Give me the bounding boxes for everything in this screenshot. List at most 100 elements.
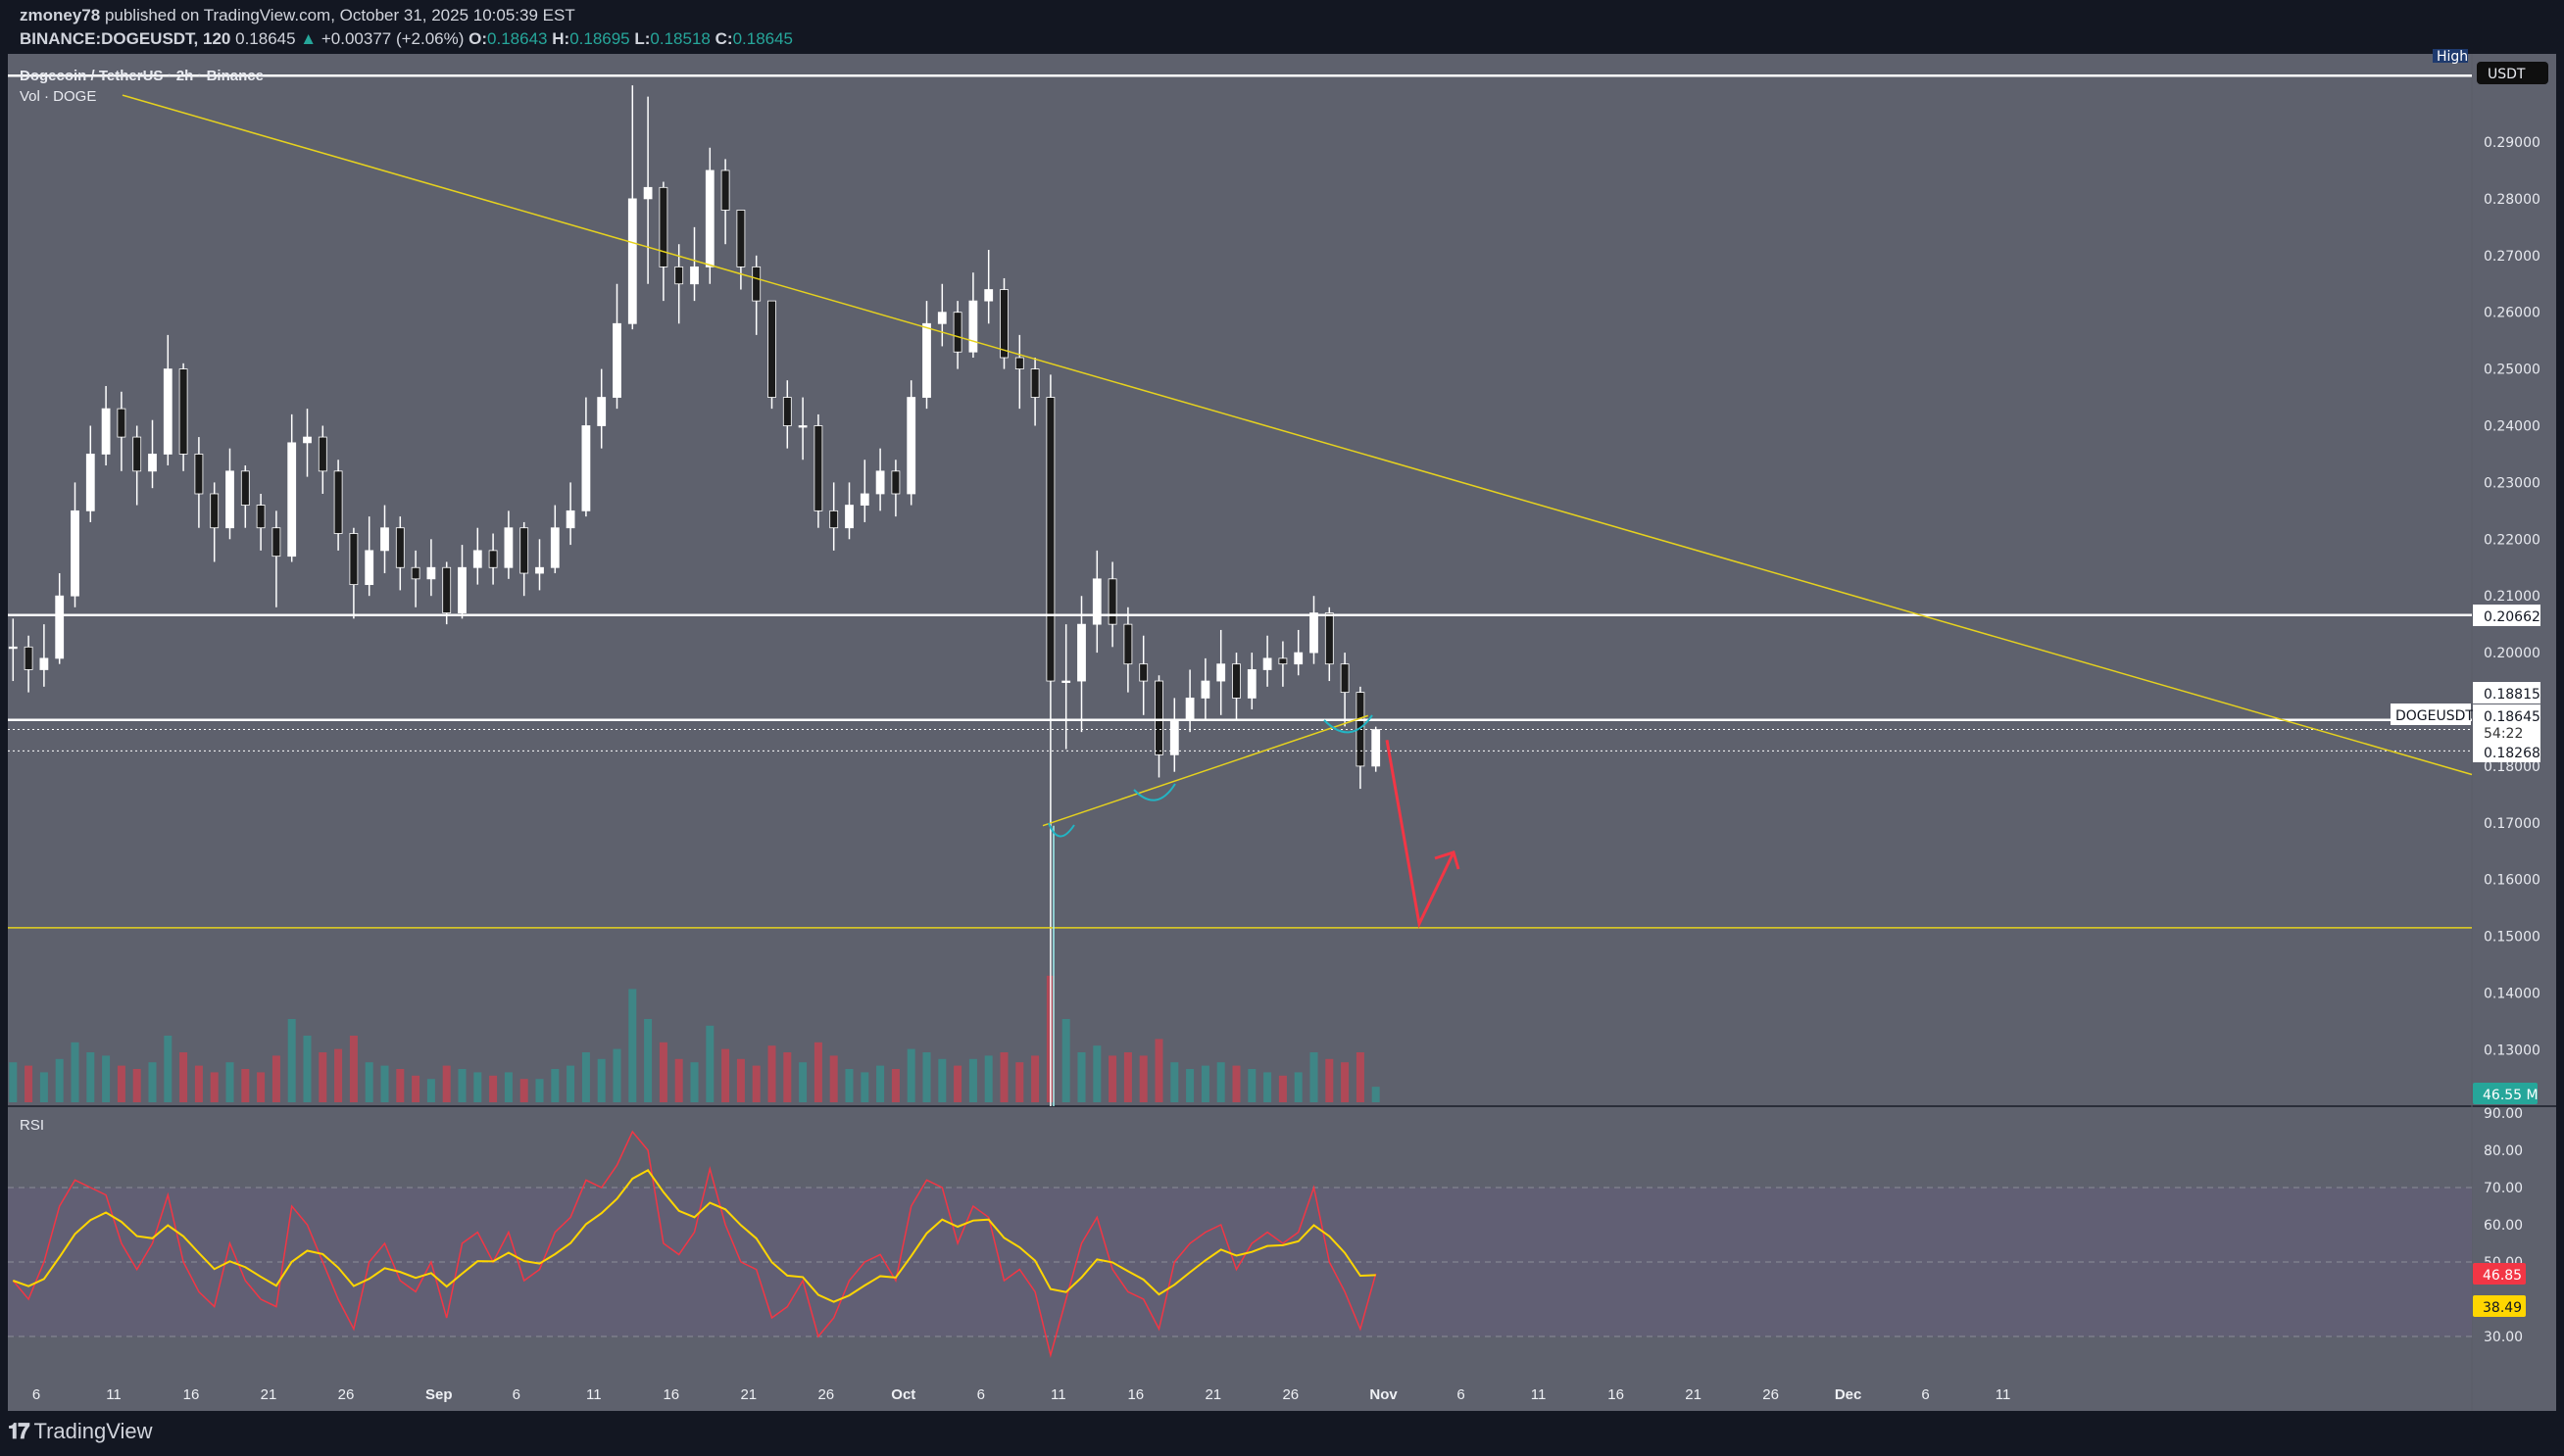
- time-tick-label: 16: [1127, 1386, 1144, 1403]
- candle-body: [720, 170, 730, 211]
- volume-bar: [1263, 1072, 1272, 1102]
- tradingview-logo[interactable]: 𝟏𝟕 TradingView: [8, 1419, 153, 1444]
- candle-body: [922, 322, 931, 398]
- drawings[interactable]: [8, 74, 2473, 1106]
- rsi-legend[interactable]: RSI: [20, 1117, 44, 1134]
- candle-body: [875, 470, 885, 495]
- volume-bar: [365, 1062, 373, 1102]
- price-axis[interactable]: 0.29000 0.28000 0.27000 0.26000 0.25000 0.240…: [2484, 135, 2540, 1345]
- chart-legend-title[interactable]: Dogecoin / TetherUS · 2h · Binance: [20, 68, 264, 84]
- time-axis[interactable]: 6 11 16 21 26 Sep 6 11 16 21 26 Oct 6 11 16 21 26 Nov 6 11 1…: [32, 1386, 2011, 1403]
- candle-body: [566, 510, 575, 529]
- volume-bar: [257, 1072, 266, 1102]
- volume-bar: [102, 1055, 111, 1102]
- ascending-trendline[interactable]: [1042, 714, 1369, 827]
- volume-tag-text: 46.55 M: [2483, 1088, 2539, 1103]
- volume-bar: [1000, 1052, 1009, 1102]
- volume-bar: [814, 1042, 822, 1102]
- price-tick-label: 0.13000: [2484, 1043, 2540, 1058]
- candle-body: [1232, 663, 1241, 699]
- close-value: 0.18645: [732, 29, 794, 48]
- time-tick-label: 6: [32, 1386, 40, 1403]
- candle-body: [210, 493, 220, 529]
- rsi-tick-label: 70.00: [2484, 1181, 2523, 1196]
- volume-bar: [938, 1058, 947, 1102]
- volume-bar: [954, 1065, 962, 1102]
- volume-bar: [1371, 1087, 1380, 1102]
- chart-pane[interactable]: [8, 54, 2556, 1411]
- candle-body: [117, 408, 126, 438]
- time-tick-label: 21: [1205, 1386, 1221, 1403]
- candle-body: [8, 646, 18, 650]
- time-tick-label: Sep: [425, 1386, 453, 1403]
- candle-body: [395, 527, 405, 568]
- volume-bar: [55, 1058, 64, 1102]
- symbol-name[interactable]: BINANCE:DOGEUSDT, 120: [20, 29, 231, 48]
- volume-legend[interactable]: Vol · DOGE: [20, 88, 96, 105]
- volume-bar: [597, 1058, 606, 1102]
- level-tag-2-text: 0.18815: [2484, 687, 2540, 703]
- candle-body: [349, 533, 359, 586]
- candle-body: [458, 566, 467, 613]
- cyan-arc-marker[interactable]: [1048, 822, 1075, 838]
- author-name[interactable]: zmoney78: [20, 6, 101, 24]
- tradingview-logo-icon: 𝟏𝟕: [8, 1419, 30, 1443]
- volume-bar: [225, 1062, 234, 1102]
- volume-bar: [1248, 1069, 1257, 1102]
- time-tick-label: 26: [338, 1386, 355, 1403]
- volume-bar: [25, 1065, 33, 1102]
- volume-bar: [271, 1055, 280, 1102]
- rsi-ma-text: 38.49: [2483, 1300, 2522, 1316]
- cyan-arc-marker[interactable]: [1323, 714, 1373, 734]
- volume-bar: [458, 1069, 467, 1102]
- time-tick-label: 16: [1607, 1386, 1624, 1403]
- volume-bar: [876, 1065, 885, 1102]
- volume-bar: [922, 1052, 931, 1102]
- time-tick-label: 26: [1282, 1386, 1299, 1403]
- candle-body: [627, 198, 637, 324]
- candle-body: [736, 210, 746, 267]
- high-label: H:: [552, 29, 570, 48]
- symbol-tag-text: DOGEUSDT: [2395, 708, 2474, 724]
- candle-body: [24, 646, 33, 670]
- level-tag-3: [2473, 741, 2540, 762]
- descending-trendline[interactable]: [122, 94, 2473, 776]
- candle-body: [953, 312, 962, 353]
- volume-bar: [1093, 1045, 1102, 1102]
- time-tick-label: Dec: [1835, 1386, 1862, 1403]
- price-tick-label: 0.21000: [2484, 589, 2540, 605]
- price-tick-label: 0.27000: [2484, 249, 2540, 265]
- candle-body: [194, 454, 204, 495]
- candle-body: [891, 470, 901, 495]
- level-tag-1-text: 0.20662: [2484, 609, 2540, 625]
- volume-bar: [179, 1052, 188, 1102]
- volume-bar: [380, 1065, 389, 1102]
- candle-body: [148, 454, 157, 472]
- projection-arrow[interactable]: [1385, 740, 1455, 929]
- price-tick-label: 0.22000: [2484, 532, 2540, 548]
- volume-bar: [1123, 1052, 1132, 1102]
- price-tick-label: 0.16000: [2484, 873, 2540, 889]
- volume-bar: [504, 1072, 513, 1102]
- currency-button[interactable]: [2477, 62, 2548, 84]
- candle-body: [782, 397, 792, 426]
- volume-bar: [1139, 1055, 1148, 1102]
- volume-bar: [9, 1062, 18, 1102]
- time-tick-label: 11: [106, 1386, 122, 1403]
- volume-bar: [829, 1055, 838, 1102]
- candle-body: [1340, 663, 1350, 694]
- candle-body: [303, 436, 312, 444]
- candle-body: [225, 470, 234, 529]
- cyan-arc-marker[interactable]: [1133, 783, 1176, 801]
- candle-body: [1262, 657, 1272, 670]
- candle-body: [256, 505, 266, 529]
- candle-body: [613, 322, 621, 398]
- rsi-tick-label: 30.00: [2484, 1330, 2523, 1345]
- candle-body: [1077, 623, 1086, 682]
- candle-body: [1216, 663, 1226, 682]
- candle-body: [519, 527, 529, 574]
- volume-bar: [736, 1058, 745, 1102]
- volume-bar: [706, 1025, 715, 1102]
- volume-bar: [117, 1065, 125, 1102]
